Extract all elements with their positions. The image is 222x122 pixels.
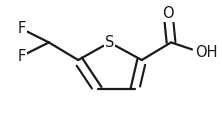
- Text: F: F: [17, 49, 26, 64]
- Text: OH: OH: [196, 45, 218, 60]
- Text: O: O: [162, 6, 174, 21]
- Text: F: F: [17, 21, 26, 36]
- Text: S: S: [105, 35, 114, 50]
